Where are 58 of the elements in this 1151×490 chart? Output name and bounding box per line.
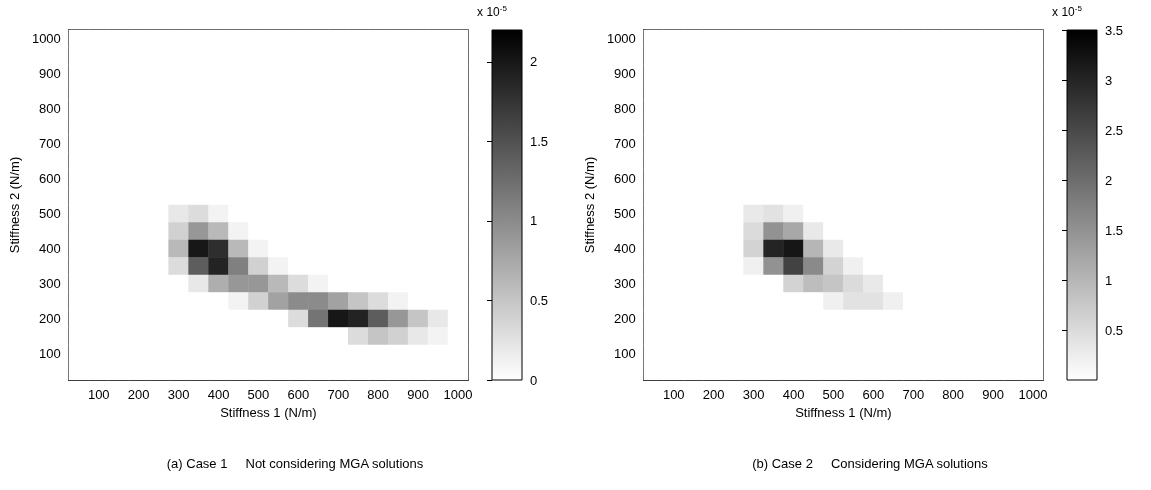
- x-axis-title: Stiffness 1 (N/m): [220, 404, 317, 420]
- y-tick-label: 900: [39, 66, 61, 82]
- y-axis-title: Stiffness 2 (N/m): [582, 156, 597, 254]
- y-tick-label: 700: [39, 136, 61, 152]
- x-tick-label: 400: [207, 387, 230, 402]
- y-axis-title: Stiffness 2 (N/m): [7, 156, 22, 254]
- x-tick-label: 700: [902, 387, 925, 402]
- x-tick-label: 900: [982, 387, 1004, 402]
- color-bar-label: 2: [1105, 172, 1113, 188]
- y-tick-label: 1000: [606, 31, 636, 47]
- color-bar-label: 1: [530, 213, 538, 229]
- y-tick-label: 800: [614, 101, 636, 117]
- x-tick-label: 500: [822, 387, 845, 402]
- x-tick-label: 800: [942, 387, 965, 402]
- x-tick-label: 300: [742, 387, 765, 402]
- y-tick-label: 500: [614, 206, 636, 222]
- x-tick-label: 900: [407, 387, 429, 402]
- color-bar-label: 3: [1105, 72, 1113, 88]
- x-tick-label: 100: [662, 387, 685, 402]
- y-tick-label: 300: [614, 276, 636, 292]
- y-tick-label: 500: [39, 206, 61, 222]
- color-bar-label: 0: [530, 372, 538, 388]
- x-tick-label: 600: [287, 387, 310, 402]
- color-bar-label: 2: [530, 54, 538, 70]
- x-tick-label: 1000: [1018, 387, 1048, 402]
- y-tick-label: 800: [39, 101, 61, 117]
- color-bar-label: 3.5: [1105, 22, 1124, 38]
- y-tick-label: 400: [614, 241, 636, 257]
- y-tick-label: 700: [614, 136, 636, 152]
- y-tick-label: 200: [39, 311, 61, 327]
- y-tick-label: 1000: [31, 31, 61, 47]
- text: (b) Case 2 Considering MGA solutions: [752, 456, 989, 471]
- y-tick-label: 900: [614, 66, 636, 82]
- color-bar-label: 1: [1105, 272, 1113, 288]
- y-tick-label: 100: [614, 346, 636, 362]
- x-tick-label: 400: [782, 387, 805, 402]
- y-tick-label: 600: [39, 171, 61, 187]
- color-bar-label: 0.5: [1105, 322, 1124, 338]
- color-bar-label: 1.5: [1105, 222, 1124, 238]
- x-tick-label: 500: [247, 387, 270, 402]
- x-tick-label: 600: [862, 387, 885, 402]
- y-tick-label: 600: [614, 171, 636, 187]
- x-tick-label: 700: [327, 387, 350, 402]
- color-bar-label: 1.5: [530, 133, 549, 149]
- x-tick-label: 200: [702, 387, 725, 402]
- text: (a) Case 1 Not considering MGA solutions: [166, 456, 424, 471]
- y-tick-label: 200: [614, 311, 636, 327]
- color-bar-label: 0.5: [530, 292, 549, 308]
- y-tick-label: 300: [39, 276, 61, 292]
- x-tick-label: 1000: [443, 387, 473, 402]
- y-tick-label: 100: [39, 346, 61, 362]
- y-tick-label: 400: [39, 241, 61, 257]
- color-bar-label: 2.5: [1105, 122, 1124, 138]
- x-tick-label: 800: [367, 387, 390, 402]
- x-tick-label: 200: [127, 387, 150, 402]
- x-tick-label: 300: [167, 387, 190, 402]
- x-axis-title: Stiffness 1 (N/m): [795, 404, 892, 420]
- x-tick-label: 100: [87, 387, 110, 402]
